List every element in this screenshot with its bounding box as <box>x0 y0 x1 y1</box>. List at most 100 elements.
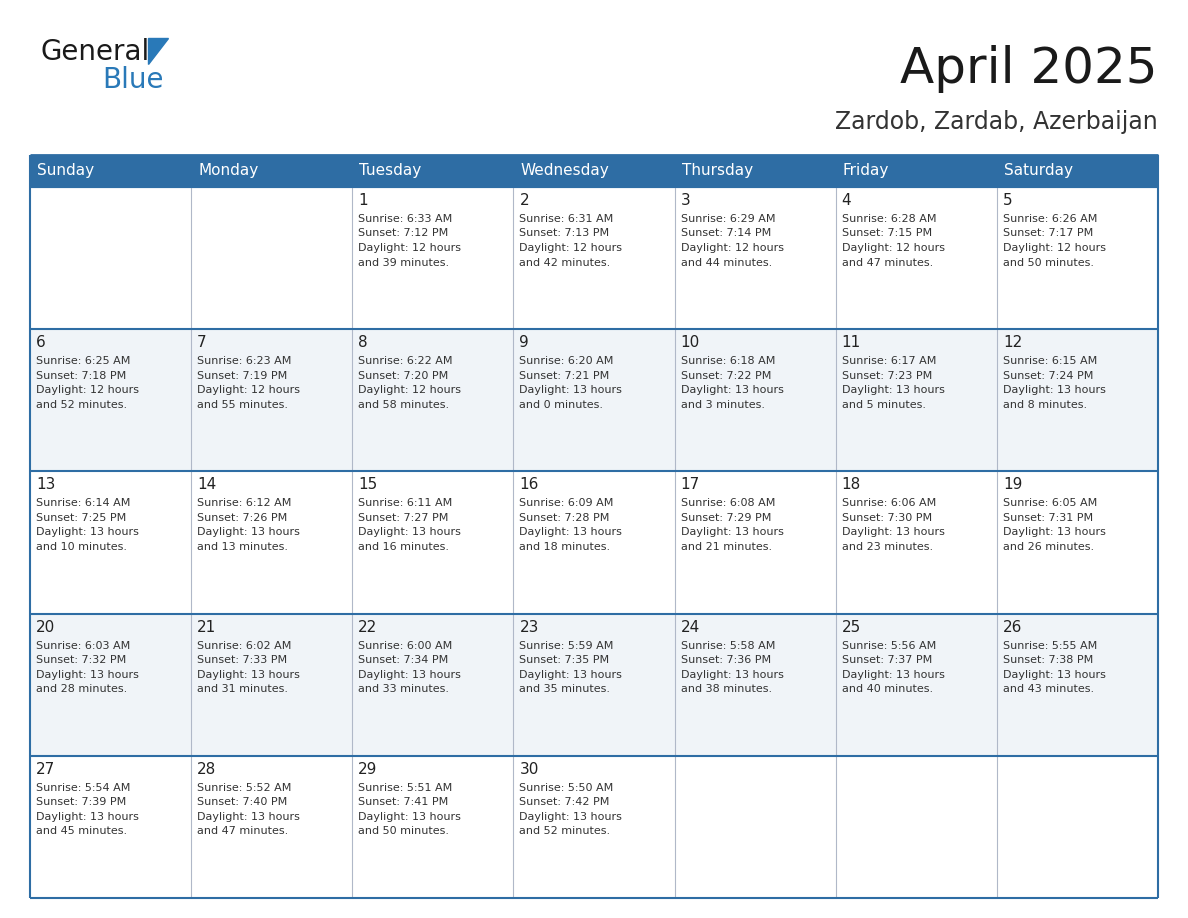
Text: Sunset: 7:25 PM: Sunset: 7:25 PM <box>36 513 126 523</box>
Text: Sunset: 7:22 PM: Sunset: 7:22 PM <box>681 371 771 381</box>
Text: Sunrise: 5:55 AM: Sunrise: 5:55 AM <box>1003 641 1097 651</box>
Text: Thursday: Thursday <box>682 163 753 178</box>
Text: Sunrise: 6:03 AM: Sunrise: 6:03 AM <box>36 641 131 651</box>
Text: Daylight: 13 hours: Daylight: 13 hours <box>1003 669 1106 679</box>
Text: Sunset: 7:21 PM: Sunset: 7:21 PM <box>519 371 609 381</box>
Text: and 44 minutes.: and 44 minutes. <box>681 258 772 267</box>
Text: Daylight: 13 hours: Daylight: 13 hours <box>36 669 139 679</box>
Text: Sunset: 7:26 PM: Sunset: 7:26 PM <box>197 513 287 523</box>
Text: Tuesday: Tuesday <box>359 163 422 178</box>
Text: and 50 minutes.: and 50 minutes. <box>1003 258 1094 267</box>
Text: Blue: Blue <box>102 66 164 94</box>
Text: Daylight: 13 hours: Daylight: 13 hours <box>842 669 944 679</box>
Text: Saturday: Saturday <box>1004 163 1073 178</box>
Text: Sunrise: 5:56 AM: Sunrise: 5:56 AM <box>842 641 936 651</box>
Text: Sunset: 7:27 PM: Sunset: 7:27 PM <box>359 513 449 523</box>
Text: Sunset: 7:23 PM: Sunset: 7:23 PM <box>842 371 931 381</box>
Bar <box>30 472 1158 613</box>
Text: Sunset: 7:30 PM: Sunset: 7:30 PM <box>842 513 931 523</box>
Text: Daylight: 13 hours: Daylight: 13 hours <box>519 812 623 822</box>
Bar <box>30 155 191 187</box>
Text: Sunset: 7:37 PM: Sunset: 7:37 PM <box>842 655 931 666</box>
Text: Daylight: 13 hours: Daylight: 13 hours <box>842 528 944 537</box>
Text: Daylight: 13 hours: Daylight: 13 hours <box>1003 528 1106 537</box>
Text: and 40 minutes.: and 40 minutes. <box>842 684 933 694</box>
Text: 8: 8 <box>359 335 368 350</box>
Text: 22: 22 <box>359 620 378 634</box>
Text: and 45 minutes.: and 45 minutes. <box>36 826 127 836</box>
Text: 7: 7 <box>197 335 207 350</box>
Text: Sunset: 7:20 PM: Sunset: 7:20 PM <box>359 371 449 381</box>
Text: and 52 minutes.: and 52 minutes. <box>519 826 611 836</box>
Text: and 33 minutes.: and 33 minutes. <box>359 684 449 694</box>
Text: and 47 minutes.: and 47 minutes. <box>197 826 289 836</box>
Text: and 42 minutes.: and 42 minutes. <box>519 258 611 267</box>
Text: 10: 10 <box>681 335 700 350</box>
Text: and 26 minutes.: and 26 minutes. <box>1003 542 1094 552</box>
Text: Sunrise: 6:18 AM: Sunrise: 6:18 AM <box>681 356 775 366</box>
Text: Sunset: 7:31 PM: Sunset: 7:31 PM <box>1003 513 1093 523</box>
Text: Daylight: 13 hours: Daylight: 13 hours <box>519 528 623 537</box>
Text: Sunrise: 5:59 AM: Sunrise: 5:59 AM <box>519 641 614 651</box>
Text: 21: 21 <box>197 620 216 634</box>
Text: 27: 27 <box>36 762 56 777</box>
Text: Daylight: 13 hours: Daylight: 13 hours <box>681 528 783 537</box>
Text: Sunset: 7:33 PM: Sunset: 7:33 PM <box>197 655 287 666</box>
Text: Daylight: 13 hours: Daylight: 13 hours <box>1003 386 1106 396</box>
Text: and 18 minutes.: and 18 minutes. <box>519 542 611 552</box>
Text: 19: 19 <box>1003 477 1022 492</box>
Text: Sunset: 7:32 PM: Sunset: 7:32 PM <box>36 655 126 666</box>
Text: Sunrise: 6:28 AM: Sunrise: 6:28 AM <box>842 214 936 224</box>
Text: Sunset: 7:40 PM: Sunset: 7:40 PM <box>197 798 287 807</box>
Text: Sunrise: 6:08 AM: Sunrise: 6:08 AM <box>681 498 775 509</box>
Text: and 5 minutes.: and 5 minutes. <box>842 399 925 409</box>
Text: General: General <box>40 38 150 66</box>
Text: 11: 11 <box>842 335 861 350</box>
Text: Sunrise: 6:05 AM: Sunrise: 6:05 AM <box>1003 498 1097 509</box>
Text: 23: 23 <box>519 620 539 634</box>
Text: 25: 25 <box>842 620 861 634</box>
Text: and 3 minutes.: and 3 minutes. <box>681 399 765 409</box>
Text: 26: 26 <box>1003 620 1022 634</box>
Text: and 8 minutes.: and 8 minutes. <box>1003 399 1087 409</box>
Text: Sunrise: 6:31 AM: Sunrise: 6:31 AM <box>519 214 614 224</box>
Text: Sunrise: 6:12 AM: Sunrise: 6:12 AM <box>197 498 291 509</box>
Text: Sunrise: 5:58 AM: Sunrise: 5:58 AM <box>681 641 775 651</box>
Text: and 0 minutes.: and 0 minutes. <box>519 399 604 409</box>
Text: Sunrise: 5:51 AM: Sunrise: 5:51 AM <box>359 783 453 793</box>
Text: and 23 minutes.: and 23 minutes. <box>842 542 933 552</box>
Text: Wednesday: Wednesday <box>520 163 609 178</box>
Text: Sunset: 7:38 PM: Sunset: 7:38 PM <box>1003 655 1093 666</box>
Text: 17: 17 <box>681 477 700 492</box>
Text: and 21 minutes.: and 21 minutes. <box>681 542 772 552</box>
Text: Sunset: 7:24 PM: Sunset: 7:24 PM <box>1003 371 1093 381</box>
Text: Sunset: 7:35 PM: Sunset: 7:35 PM <box>519 655 609 666</box>
Text: Sunset: 7:28 PM: Sunset: 7:28 PM <box>519 513 609 523</box>
Text: 24: 24 <box>681 620 700 634</box>
Bar <box>191 155 353 187</box>
Text: Sunrise: 6:02 AM: Sunrise: 6:02 AM <box>197 641 291 651</box>
Text: Sunset: 7:39 PM: Sunset: 7:39 PM <box>36 798 126 807</box>
Bar <box>353 155 513 187</box>
Text: Sunrise: 5:50 AM: Sunrise: 5:50 AM <box>519 783 614 793</box>
Text: Daylight: 12 hours: Daylight: 12 hours <box>1003 243 1106 253</box>
Text: Daylight: 12 hours: Daylight: 12 hours <box>359 386 461 396</box>
Text: 12: 12 <box>1003 335 1022 350</box>
Text: 28: 28 <box>197 762 216 777</box>
Text: 2: 2 <box>519 193 529 208</box>
Text: Daylight: 13 hours: Daylight: 13 hours <box>681 669 783 679</box>
Text: and 39 minutes.: and 39 minutes. <box>359 258 449 267</box>
Text: Sunset: 7:18 PM: Sunset: 7:18 PM <box>36 371 126 381</box>
Text: and 52 minutes.: and 52 minutes. <box>36 399 127 409</box>
Bar <box>30 330 1158 472</box>
Text: Sunrise: 6:22 AM: Sunrise: 6:22 AM <box>359 356 453 366</box>
Text: Daylight: 12 hours: Daylight: 12 hours <box>197 386 301 396</box>
Text: Daylight: 13 hours: Daylight: 13 hours <box>197 669 301 679</box>
Text: Sunrise: 6:33 AM: Sunrise: 6:33 AM <box>359 214 453 224</box>
Text: April 2025: April 2025 <box>901 45 1158 93</box>
Text: Daylight: 13 hours: Daylight: 13 hours <box>842 386 944 396</box>
Text: Sunset: 7:19 PM: Sunset: 7:19 PM <box>197 371 287 381</box>
Text: Daylight: 12 hours: Daylight: 12 hours <box>681 243 784 253</box>
Text: Daylight: 13 hours: Daylight: 13 hours <box>519 386 623 396</box>
Text: and 16 minutes.: and 16 minutes. <box>359 542 449 552</box>
